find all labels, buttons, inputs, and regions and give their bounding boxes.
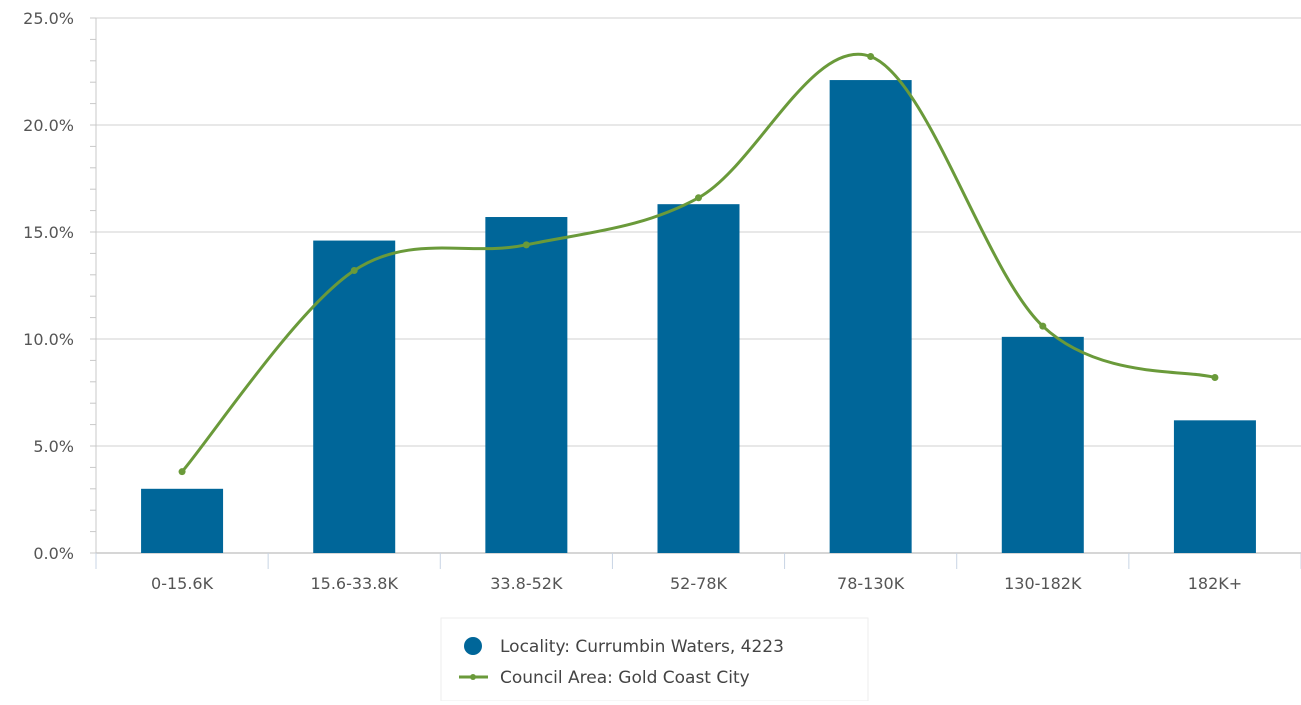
bar[interactable] (1173, 420, 1256, 553)
line-point[interactable] (695, 194, 702, 202)
legend-bar-marker (464, 637, 482, 655)
bar[interactable] (141, 488, 224, 553)
legend-label-council[interactable]: Council Area: Gold Coast City (500, 668, 750, 688)
y-tick-label: 20.0% (23, 116, 74, 135)
y-tick-label: 25.0% (23, 9, 74, 28)
line-point[interactable] (1039, 322, 1047, 330)
line-point[interactable] (350, 267, 358, 275)
bar[interactable] (657, 204, 740, 553)
y-tick-label: 10.0% (23, 330, 74, 349)
x-tick-label: 33.8-52K (490, 574, 563, 593)
x-tick-label: 15.6-33.8K (310, 574, 398, 593)
legend: Locality: Currumbin Waters, 4223 Council … (440, 617, 869, 702)
bar[interactable] (313, 240, 396, 553)
line-point[interactable] (867, 53, 875, 61)
x-tick-label: 130-182K (1004, 574, 1082, 593)
y-tick-label: 0.0% (33, 544, 74, 563)
y-tick-label: 15.0% (23, 223, 74, 242)
x-tick-label: 0-15.6K (151, 574, 214, 593)
bar-series (141, 80, 1256, 553)
line-point[interactable] (178, 468, 186, 476)
x-tick-label: 78-130K (837, 574, 905, 593)
legend-box (440, 617, 869, 702)
x-tick-label: 182K+ (1188, 574, 1242, 593)
line-point[interactable] (522, 241, 530, 249)
y-tick-label: 5.0% (33, 437, 74, 456)
bar[interactable] (829, 80, 912, 553)
x-tick-label: 52-78K (670, 574, 727, 593)
axes: 0.0% 5.0% 10.0% 15.0% 20.0% 25.0% 0-15.6K 15.6-… (23, 9, 1301, 593)
line-point[interactable] (1211, 374, 1219, 382)
legend-label-locality[interactable]: Locality: Currumbin Waters, 4223 (500, 637, 784, 657)
legend-line-point (470, 674, 476, 680)
bar[interactable] (1001, 336, 1084, 553)
bar[interactable] (485, 217, 568, 553)
line-series (178, 52, 1219, 476)
